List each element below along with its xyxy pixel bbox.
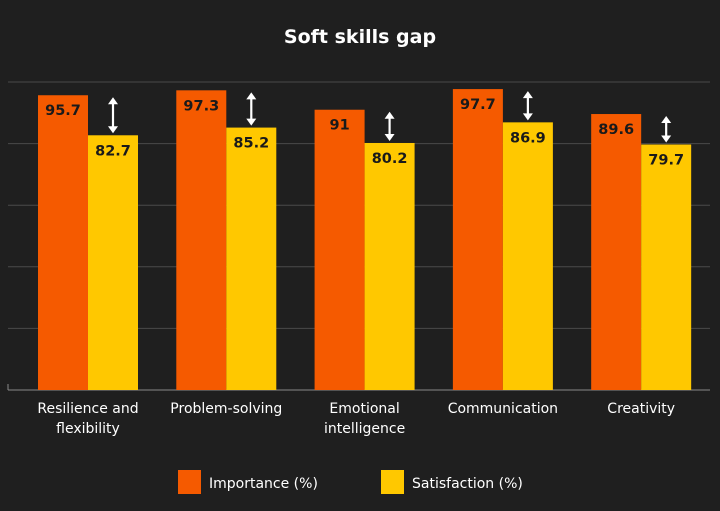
legend-swatch-satisfaction bbox=[381, 470, 404, 494]
chart-title: Soft skills gap bbox=[284, 26, 436, 48]
gap-arrow bbox=[384, 111, 395, 141]
data-label-satisfaction: 86.9 bbox=[510, 130, 546, 146]
bar-satisfaction bbox=[641, 144, 692, 390]
bar-importance bbox=[38, 95, 88, 390]
category-label: Problem-solving bbox=[170, 401, 282, 417]
category-label: intelligence bbox=[324, 421, 405, 437]
gap-arrow bbox=[108, 97, 118, 134]
bar-satisfaction bbox=[88, 135, 138, 390]
category-labels: Resilience and flexibility Problem-solving… bbox=[37, 401, 675, 437]
legend: Importance (%) Satisfaction (%) bbox=[178, 470, 523, 494]
data-label-importance: 97.3 bbox=[183, 98, 219, 114]
data-label-satisfaction: 85.2 bbox=[233, 136, 269, 152]
category-label: Resilience and bbox=[37, 401, 138, 417]
bars bbox=[38, 89, 692, 391]
data-label-satisfaction: 79.7 bbox=[648, 153, 684, 169]
category-label: flexibility bbox=[56, 421, 120, 437]
bar-importance bbox=[314, 109, 365, 390]
bar-importance bbox=[452, 89, 503, 391]
legend-label-importance: Importance (%) bbox=[209, 476, 318, 492]
category-label: Creativity bbox=[607, 401, 675, 417]
gap-arrow bbox=[522, 91, 533, 121]
data-label-importance: 89.6 bbox=[598, 122, 634, 138]
data-label-satisfaction: 80.2 bbox=[372, 151, 408, 167]
data-label-satisfaction: 82.7 bbox=[95, 143, 131, 159]
bar-importance bbox=[176, 90, 227, 390]
data-label-importance: 97.7 bbox=[460, 97, 496, 113]
category-label: Communication bbox=[448, 401, 558, 417]
bar-satisfaction bbox=[364, 142, 415, 390]
gap-arrow bbox=[246, 92, 257, 126]
bar-satisfaction bbox=[502, 122, 553, 391]
bar-satisfaction bbox=[226, 127, 277, 391]
gap-arrows bbox=[108, 91, 672, 143]
legend-label-satisfaction: Satisfaction (%) bbox=[412, 476, 523, 492]
legend-swatch-importance bbox=[178, 470, 201, 494]
value-labels: 95.7 82.7 97.3 85.2 91 80.2 97.7 86.9 89.6 79.7 bbox=[45, 97, 684, 168]
data-label-importance: 95.7 bbox=[45, 103, 81, 119]
data-label-importance: 91 bbox=[329, 118, 349, 134]
gap-arrow bbox=[661, 116, 672, 143]
bar-importance bbox=[591, 114, 642, 391]
category-label: Emotional bbox=[329, 401, 399, 417]
